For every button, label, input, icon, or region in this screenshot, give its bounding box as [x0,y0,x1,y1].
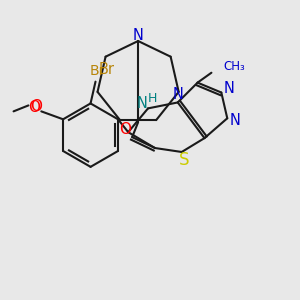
Text: S: S [178,151,189,169]
Text: CH₃: CH₃ [223,60,245,73]
Text: H: H [147,92,157,105]
Text: O: O [30,99,42,114]
Text: N: N [136,96,148,111]
Text: O: O [119,122,131,137]
Text: N: N [224,81,235,96]
Text: Br: Br [98,62,115,77]
Text: N: N [172,87,183,102]
Text: N: N [230,113,241,128]
Text: N: N [133,28,143,43]
Text: O: O [28,100,40,115]
Text: Br: Br [90,64,105,78]
